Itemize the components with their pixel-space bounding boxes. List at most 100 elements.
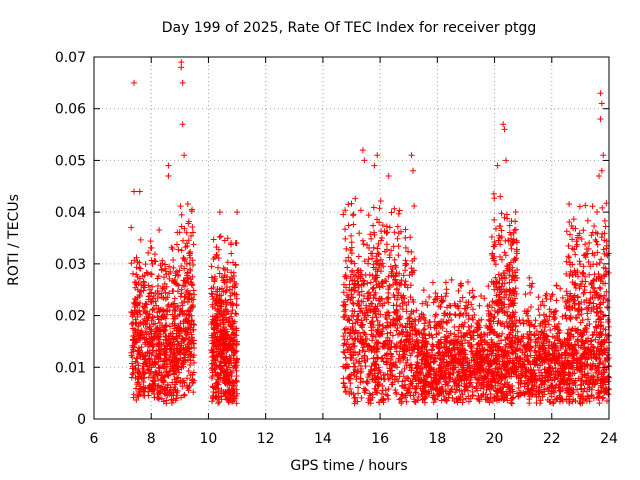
data-point: [387, 367, 394, 374]
data-point: [183, 278, 190, 285]
data-point: [361, 329, 368, 336]
data-point: [370, 229, 377, 236]
data-point: [160, 274, 167, 281]
data-point: [342, 207, 349, 214]
data-point: [563, 228, 570, 235]
data-point: [174, 345, 181, 352]
data-point: [393, 315, 400, 322]
data-point: [354, 316, 361, 323]
data-point: [380, 372, 387, 379]
data-point: [343, 341, 350, 348]
data-point: [355, 390, 362, 397]
data-point: [218, 296, 225, 303]
data-point: [166, 290, 173, 297]
data-point: [406, 272, 413, 279]
data-point: [175, 374, 182, 381]
data-point: [527, 303, 534, 310]
data-point: [211, 330, 218, 337]
data-point: [149, 387, 156, 394]
data-point: [180, 325, 187, 332]
data-point: [233, 377, 240, 384]
data-point: [209, 340, 216, 347]
data-point: [181, 294, 188, 301]
data-point: [400, 346, 407, 353]
data-point: [160, 328, 167, 335]
data-point: [182, 244, 189, 251]
data-point: [162, 289, 169, 296]
data-point: [210, 352, 217, 359]
data-point: [211, 277, 218, 284]
data-point: [527, 289, 534, 296]
data-point: [229, 326, 236, 333]
data-point: [162, 352, 169, 359]
data-point: [374, 250, 381, 257]
data-point: [443, 286, 450, 293]
data-point: [397, 339, 404, 346]
data-point: [402, 359, 409, 366]
data-point: [384, 371, 391, 378]
data-point: [188, 208, 195, 215]
data-point: [349, 320, 356, 327]
data-point: [133, 381, 140, 388]
data-point-peak: [500, 121, 507, 128]
data-point: [404, 284, 411, 291]
data-point: [349, 300, 356, 307]
data-point: [392, 279, 399, 286]
data-point: [187, 372, 194, 379]
data-point: [377, 311, 384, 318]
data-point: [141, 369, 148, 376]
data-point: [191, 337, 198, 344]
data-point: [452, 312, 459, 319]
data-point: [184, 269, 191, 276]
data-point: [399, 391, 406, 398]
data-point: [215, 400, 222, 407]
data-point: [367, 250, 374, 257]
data-point: [410, 299, 417, 306]
data-point: [384, 229, 391, 236]
data-point: [389, 332, 396, 339]
data-point: [140, 308, 147, 315]
data-point: [388, 247, 395, 254]
data-point: [375, 297, 382, 304]
data-point: [148, 335, 155, 342]
data-point: [385, 396, 392, 403]
data-point: [222, 370, 229, 377]
data-point: [171, 320, 178, 327]
data-point: [132, 319, 139, 326]
data-point: [399, 329, 406, 336]
data-point: [387, 322, 394, 329]
data-point: [358, 317, 365, 324]
data-point: [350, 363, 357, 370]
data-point: [429, 279, 436, 286]
data-point: [227, 395, 234, 402]
data-point: [230, 352, 237, 359]
data-point: [502, 252, 509, 259]
data-point: [385, 386, 392, 393]
data-point: [368, 300, 375, 307]
data-point: [148, 317, 155, 324]
data-point: [596, 259, 603, 266]
data-point: [357, 275, 364, 282]
data-point: [393, 390, 400, 397]
data-point: [393, 302, 400, 309]
data-point: [347, 355, 354, 362]
data-point: [406, 314, 413, 321]
data-point: [403, 347, 410, 354]
data-point: [158, 383, 165, 390]
data-point: [164, 381, 171, 388]
data-point: [138, 329, 145, 336]
data-point: [147, 270, 154, 277]
data-point: [228, 313, 235, 320]
data-point-peak: [374, 152, 381, 159]
data-point: [485, 283, 492, 290]
y-tick-label: 0.05: [55, 153, 86, 169]
data-point: [230, 269, 237, 276]
data-point: [173, 395, 180, 402]
data-point: [555, 320, 562, 327]
data-point: [222, 288, 229, 295]
data-point: [400, 292, 407, 299]
data-point: [220, 265, 227, 272]
data-point: [408, 367, 415, 374]
data-point: [570, 216, 577, 223]
